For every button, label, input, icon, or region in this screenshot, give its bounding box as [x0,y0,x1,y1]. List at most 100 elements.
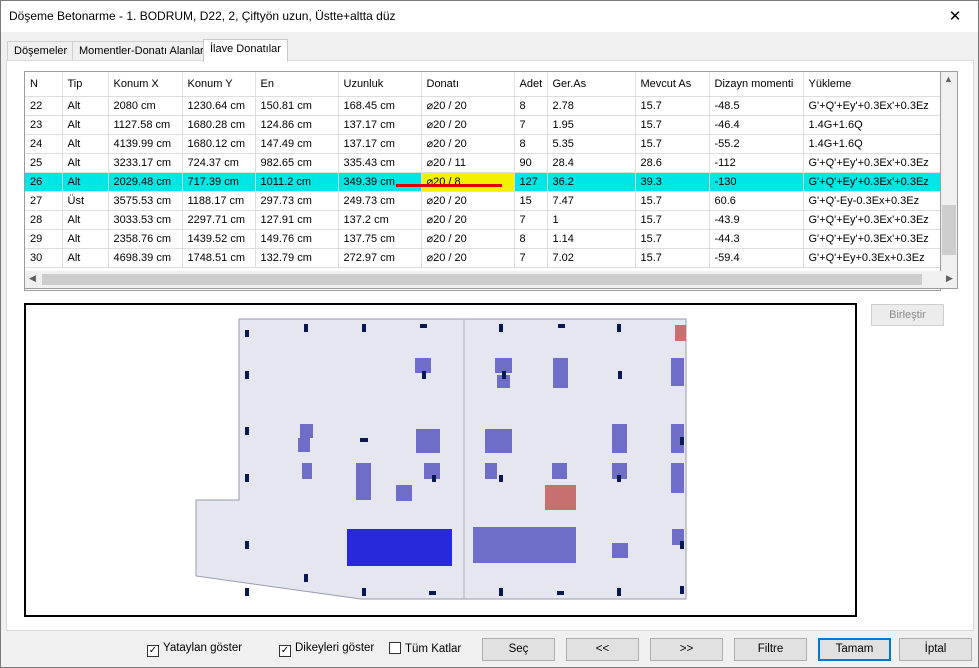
table-cell[interactable]: Alt [62,115,109,135]
table-row[interactable]: 23 Alt 1127.58 cm 1680.28 cm 124.86 cm 137.17… [25,115,940,135]
table-cell[interactable]: 1.4G+1.6Q [803,115,940,135]
table-cell[interactable]: ⌀20 / 20 [421,191,515,211]
table-cell[interactable]: -48.5 [709,96,804,116]
table-cell[interactable]: -46.4 [709,115,804,135]
ok-button[interactable]: Tamam [818,638,891,661]
table-cell[interactable]: 335.43 cm [338,153,422,173]
scroll-right-icon[interactable]: ▶ [946,273,953,283]
vertical-scrollbar[interactable]: ▲ [941,71,958,274]
table-cell[interactable]: 23 [25,115,63,135]
table-cell[interactable]: 8 [514,96,548,116]
table-cell[interactable]: ⌀20 / 20 [421,134,515,154]
tab-slabs[interactable]: Döşemeler [7,41,75,61]
table-row[interactable]: 26 Alt 2029.48 cm 717.39 cm 1011.2 cm 349.39 … [25,172,940,192]
close-icon[interactable]: ✕ [948,8,962,25]
table-cell[interactable]: 29 [25,229,63,249]
table-cell[interactable]: ⌀20 / 20 [421,229,515,249]
table-cell[interactable]: Üst [62,191,109,211]
slab-drawing[interactable] [24,303,857,617]
column-header[interactable]: Konum Y [182,72,256,97]
table-cell[interactable]: 3233.17 cm [108,153,183,173]
select-button[interactable]: Seç [482,638,555,661]
show-horizontal-checkbox[interactable]: ✓ Yataylan göster [147,642,242,657]
table-cell[interactable]: 26 [25,172,63,192]
horizontal-scroll-thumb[interactable] [42,274,922,285]
table-cell[interactable]: -43.9 [709,210,804,230]
tab-additional-rebar[interactable]: İlave Donatılar [203,39,288,62]
table-row[interactable]: 24 Alt 4139.99 cm 1680.12 cm 147.49 cm 137.17… [25,134,940,154]
table-row[interactable]: 28 Alt 3033.53 cm 2297.71 cm 127.91 cm 137.2 … [25,210,940,230]
table-cell[interactable]: 39.3 [635,172,710,192]
table-cell[interactable]: 3033.53 cm [108,210,183,230]
cancel-button[interactable]: İptal [899,638,972,661]
table-cell[interactable]: 7.47 [547,191,636,211]
table-cell[interactable]: 1439.52 cm [182,229,256,249]
table-cell[interactable]: 349.39 cm [338,172,422,192]
column-header[interactable]: Yükleme [803,72,940,97]
table-cell[interactable]: 15 [514,191,548,211]
table-cell[interactable]: 3575.53 cm [108,191,183,211]
table-cell[interactable]: G'+Q'+Ey'+0.3Ex'+0.3Ez [803,96,940,116]
table-cell[interactable]: 30 [25,248,63,268]
table-cell[interactable]: 137.75 cm [338,229,422,249]
table-cell[interactable]: Alt [62,248,109,268]
all-floors-checkbox[interactable]: Tüm Katlar [389,642,461,655]
table-cell[interactable]: 28.4 [547,153,636,173]
table-cell[interactable]: 7 [514,115,548,135]
filter-button[interactable]: Filtre [734,638,807,661]
table-cell[interactable]: Alt [62,172,109,192]
show-vertical-checkbox[interactable]: ✓ Dikeyleri göster [279,642,374,657]
selected-rebar-area[interactable] [347,529,452,566]
tab-moments[interactable]: Momentler-Donatı Alanları [72,41,214,61]
table-cell[interactable]: 8 [514,229,548,249]
table-cell[interactable]: 724.37 cm [182,153,256,173]
table-cell[interactable]: G'+Q'+Ey'+0.3Ex'+0.3Ez [803,229,940,249]
scroll-up-icon[interactable]: ▲ [944,74,953,84]
slab-plan-svg[interactable] [26,305,855,615]
table-cell[interactable]: 137.17 cm [338,115,422,135]
table-cell[interactable]: ⌀20 / 11 [421,153,515,173]
table-cell[interactable]: 1188.17 cm [182,191,256,211]
table-row[interactable]: 27 Üst 3575.53 cm 1188.17 cm 297.73 cm 249.73… [25,191,940,211]
table-cell[interactable]: 7 [514,248,548,268]
table-cell[interactable]: 24 [25,134,63,154]
table-cell[interactable]: 127 [514,172,548,192]
table-row[interactable]: 25 Alt 3233.17 cm 724.37 cm 982.65 cm 335.43 … [25,153,940,173]
table-cell[interactable]: 2358.76 cm [108,229,183,249]
table-cell[interactable]: 4139.99 cm [108,134,183,154]
table-cell[interactable]: Alt [62,134,109,154]
table-row[interactable]: 30 Alt 4698.39 cm 1748.51 cm 132.79 cm 272.97… [25,248,940,268]
table-row[interactable]: 29 Alt 2358.76 cm 1439.52 cm 149.76 cm 137.75… [25,229,940,249]
column-header[interactable]: Tip [62,72,109,97]
next-button[interactable]: >> [650,638,723,661]
table-cell[interactable]: 15.7 [635,134,710,154]
table-cell[interactable]: 137.17 cm [338,134,422,154]
table-cell[interactable]: 1.95 [547,115,636,135]
table-cell[interactable]: 28.6 [635,153,710,173]
table-cell[interactable]: ⌀20 / 20 [421,115,515,135]
table-cell[interactable]: ⌀20 / 20 [421,96,515,116]
table-cell[interactable]: G'+Q'-Ey-0.3Ex+0.3Ez [803,191,940,211]
table-cell[interactable]: 22 [25,96,63,116]
merge-button[interactable]: Birleştir [871,304,944,326]
checkbox-checked-icon[interactable]: ✓ [147,645,159,657]
table-cell[interactable]: 249.73 cm [338,191,422,211]
table-cell[interactable]: G'+Q'+Ey'+0.3Ex'+0.3Ez [803,172,940,192]
checkbox-checked-icon[interactable]: ✓ [279,645,291,657]
table-cell[interactable]: 28 [25,210,63,230]
table-cell[interactable]: 1230.64 cm [182,96,256,116]
table-cell[interactable]: G'+Q'+Ey+0.3Ex+0.3Ez [803,248,940,268]
rebar-table[interactable]: N Tip Konum X Konum Y En Uzunluk Donatı Adet Ger… [24,71,941,291]
column-header[interactable]: Uzunluk [338,72,422,97]
table-cell[interactable]: 150.81 cm [255,96,339,116]
column-header[interactable]: Mevcut As [635,72,710,97]
vertical-scroll-thumb[interactable] [942,205,956,255]
table-cell[interactable]: 2297.71 cm [182,210,256,230]
table-cell[interactable]: 1680.12 cm [182,134,256,154]
table-cell[interactable]: G'+Q'+Ey'+0.3Ex'+0.3Ez [803,153,940,173]
table-cell[interactable]: 8 [514,134,548,154]
table-cell[interactable]: 1127.58 cm [108,115,183,135]
scroll-left-icon[interactable]: ◀ [29,273,36,283]
table-cell[interactable]: 15.7 [635,191,710,211]
column-header[interactable]: Dizayn momenti [709,72,804,97]
